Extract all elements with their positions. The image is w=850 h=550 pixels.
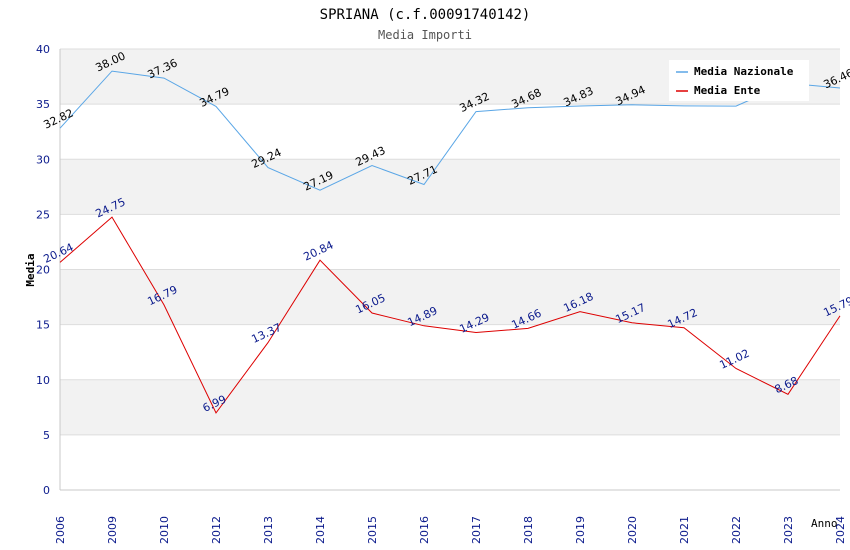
data-label: 20.64 — [41, 241, 75, 266]
y-tick-label: 35 — [36, 98, 50, 111]
legend-label-media-nazionale: Media Nazionale — [694, 65, 794, 78]
x-tick-label: 2012 — [210, 516, 223, 544]
y-tick-label: 20 — [36, 264, 50, 277]
x-tick-label: 2017 — [470, 516, 483, 544]
x-tick-label: 2015 — [366, 516, 379, 544]
y-tick-label: 25 — [36, 208, 50, 221]
x-tick-label: 2006 — [54, 516, 67, 544]
y-tick-label: 0 — [43, 484, 50, 497]
x-tick-label: 2021 — [678, 516, 691, 544]
x-tick-label: 2009 — [106, 516, 119, 544]
y-axis-label: Media — [24, 253, 37, 286]
y-tick-label: 15 — [36, 319, 50, 332]
x-tick-label: 2010 — [158, 516, 171, 544]
chart-title: SPRIANA (c.f.00091740142) — [320, 7, 531, 23]
y-tick-label: 10 — [36, 374, 50, 387]
x-tick-label: 2019 — [574, 516, 587, 544]
x-tick-label: 2023 — [782, 516, 795, 544]
grid-band — [60, 379, 840, 435]
x-tick-labels: 2006 2009 2010 2012 2013 2014 2015 2016 2017 2018… — [54, 516, 847, 544]
x-tick-label: 2016 — [418, 516, 431, 544]
x-tick-label: 2022 — [730, 516, 743, 544]
x-tick-label: 2014 — [314, 516, 327, 544]
y-tick-label: 40 — [36, 43, 50, 56]
legend-box — [669, 60, 809, 101]
data-label: 11.02 — [717, 347, 751, 372]
x-axis-label: Anno — [811, 517, 838, 530]
x-tick-label: 2020 — [626, 516, 639, 544]
axes — [59, 49, 840, 491]
series-lines — [59, 70, 841, 414]
legend: Media Nazionale Media Ente — [669, 60, 809, 101]
background-bands — [60, 49, 840, 435]
y-tick-label: 30 — [36, 153, 50, 166]
x-tick-label: 2024 — [834, 516, 847, 544]
series-line-media-nazionale — [59, 70, 841, 191]
y-tick-label: 5 — [43, 429, 50, 442]
series-line-media-ente — [59, 216, 841, 414]
legend-label-media-ente: Media Ente — [694, 84, 761, 97]
y-tick-labels: 0 5 10 15 20 25 30 35 40 — [36, 43, 50, 497]
grid-band — [60, 159, 840, 215]
chart-subtitle: Media Importi — [378, 28, 472, 42]
x-tick-label: 2018 — [522, 516, 535, 544]
data-label: 20.84 — [301, 239, 335, 264]
x-tick-label: 2013 — [262, 516, 275, 544]
grid-band — [60, 269, 840, 325]
